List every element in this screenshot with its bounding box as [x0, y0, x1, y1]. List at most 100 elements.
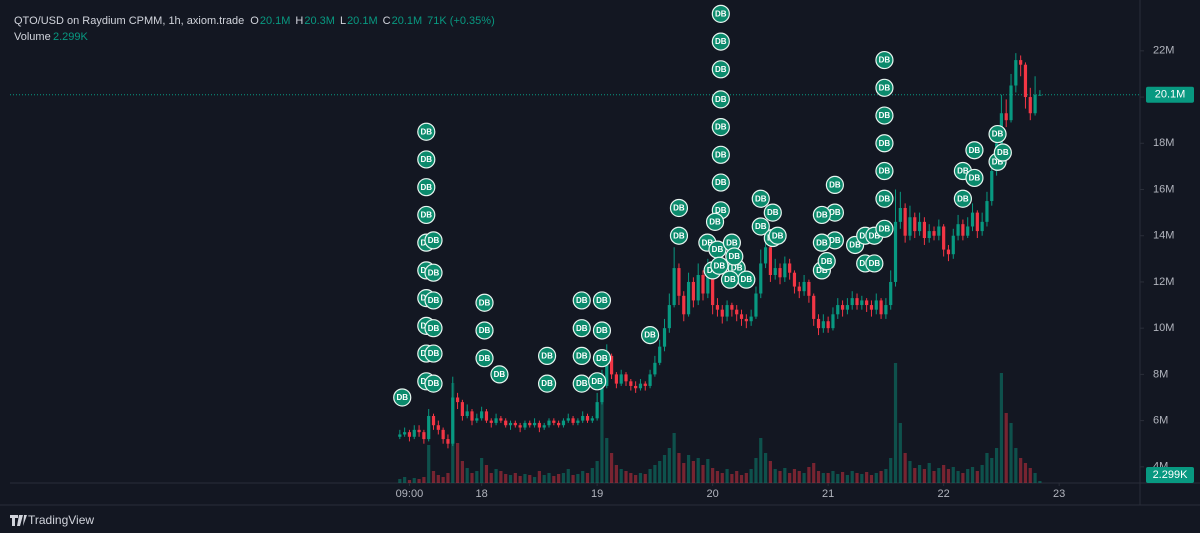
volume-bar [826, 473, 830, 483]
volume-bar [422, 477, 426, 483]
candle-body [937, 226, 941, 236]
db-marker-circle [537, 374, 557, 393]
y-tick-label: 12M [1153, 276, 1174, 288]
db-marker: DB [711, 4, 730, 23]
db-marker-label: DB [715, 150, 727, 159]
db-marker-circle [424, 374, 443, 393]
db-marker-circle [711, 4, 730, 23]
db-marker-circle [711, 118, 730, 137]
db-marker-label: DB [816, 266, 828, 275]
db-marker-label: DB [879, 111, 891, 120]
volume-bar [653, 465, 657, 483]
volume-bar [634, 475, 638, 483]
volume-bar [638, 473, 643, 483]
candle-body [1019, 60, 1023, 65]
db-marker-circle [424, 291, 443, 310]
db-marker-label: DB [724, 275, 736, 284]
volume-bar [561, 473, 566, 483]
db-marker-circle [424, 344, 443, 363]
volume-bar [956, 471, 960, 483]
volume-bar [691, 461, 695, 483]
db-marker-circle [875, 106, 894, 125]
db-marker: DB [572, 346, 591, 365]
candle-body [927, 231, 931, 239]
volume-bar [893, 363, 898, 483]
volume-bar [913, 468, 917, 483]
db-marker-label: DB [576, 352, 588, 361]
db-marker-label: DB [767, 208, 779, 217]
db-marker-circle [875, 189, 894, 208]
candle-body [908, 217, 912, 236]
db-marker-circle [417, 205, 436, 225]
db-marker-label: DB [541, 379, 553, 388]
candle-body [499, 418, 503, 421]
volume-bar [532, 477, 537, 483]
db-marker-label: DB [829, 236, 841, 245]
volume-bar [614, 465, 618, 483]
candle-body [763, 247, 768, 264]
candle-body [985, 201, 989, 222]
candle-body [489, 420, 493, 423]
candle-body [1004, 113, 1008, 121]
last-price-tag-bg [1146, 86, 1194, 103]
db-marker: DB [812, 205, 831, 225]
db-marker-label: DB [755, 222, 767, 231]
candle-body [961, 224, 965, 236]
volume-bar [946, 469, 951, 483]
volume-bar [585, 473, 590, 483]
brand-text: TradingView [28, 513, 94, 527]
legend-value: 20.1M [260, 15, 291, 27]
candle-body [720, 309, 724, 317]
candle-body [504, 420, 508, 426]
volume-bar [908, 461, 912, 483]
candle-body [701, 275, 705, 294]
volume-bar [682, 463, 686, 483]
db-marker-circle [640, 325, 660, 345]
db-marker: DB [669, 226, 689, 245]
db-marker: DB [953, 189, 972, 208]
candle-body [922, 221, 926, 239]
volume-bar [845, 475, 849, 483]
db-marker: DB [865, 254, 884, 273]
candle-body [773, 268, 777, 276]
db-marker: DB [592, 321, 612, 340]
volume-bar [629, 473, 633, 483]
candle-body [446, 439, 450, 444]
db-marker: DB [875, 134, 894, 153]
db-marker: DB [711, 32, 730, 51]
candle-body [1033, 94, 1037, 114]
db-marker: DB [711, 90, 730, 109]
volume-bar [484, 465, 489, 483]
candle-body [470, 411, 474, 421]
db-marker: DB [768, 226, 787, 245]
db-marker-label: DB [673, 204, 685, 213]
volume-bar [980, 465, 984, 483]
db-marker: DB [705, 212, 725, 231]
legend-value: 20.1M [347, 15, 378, 27]
candle-body [624, 374, 628, 382]
db-marker-label: DB [428, 379, 440, 388]
candle-body [422, 432, 426, 440]
volume-bar [966, 469, 970, 483]
candle-body [812, 295, 816, 319]
db-marker-circle [592, 349, 612, 368]
db-marker: DB [711, 145, 730, 164]
candle-body [942, 226, 946, 250]
volume-bar [494, 469, 498, 483]
candle-body [451, 397, 455, 444]
db-marker: DB [417, 205, 436, 225]
candle-body [711, 270, 715, 306]
volume-bar [725, 469, 729, 483]
db-marker: DB [711, 173, 730, 192]
volume-bar [480, 458, 484, 483]
db-marker-circle [875, 161, 894, 181]
db-marker: DB [725, 247, 744, 266]
volume-value: 2.299K [53, 31, 89, 43]
volume-bar [706, 459, 710, 483]
candle-body [542, 425, 546, 428]
db-marker-circle [993, 143, 1012, 162]
volume-bar [1033, 473, 1037, 483]
candle-body [821, 321, 825, 329]
marker-layer: DB DB DB DB DB DB DB DB DB DB DB DB DB DB DB DB DB DB DB DB… [393, 4, 1012, 407]
volume-bar [701, 465, 705, 483]
